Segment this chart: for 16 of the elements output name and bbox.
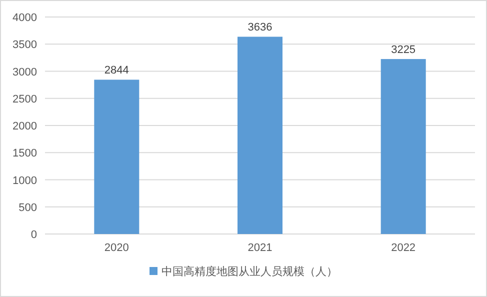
- y-tick-label: 3500: [12, 39, 37, 52]
- data-label: 2844: [104, 64, 129, 77]
- data-label: 3225: [391, 44, 416, 56]
- y-tick-label: 2500: [12, 93, 37, 106]
- x-tick-label: 2020: [104, 242, 129, 254]
- data-label: 3636: [248, 22, 272, 34]
- x-tick-label: 2022: [391, 242, 416, 254]
- y-tick-label: 2000: [12, 120, 37, 132]
- y-tick-label: 3000: [12, 66, 37, 78]
- y-tick-label: 1000: [12, 174, 37, 187]
- legend: 中国高精度地图从业人员规模（人）: [150, 266, 338, 278]
- y-tick-label: 4000: [12, 12, 37, 24]
- y-tick-label: 0: [30, 229, 37, 241]
- y-tick-label: 1500: [12, 148, 37, 160]
- y-tick-label: 500: [18, 202, 37, 214]
- x-tick-label: 2021: [248, 242, 272, 254]
